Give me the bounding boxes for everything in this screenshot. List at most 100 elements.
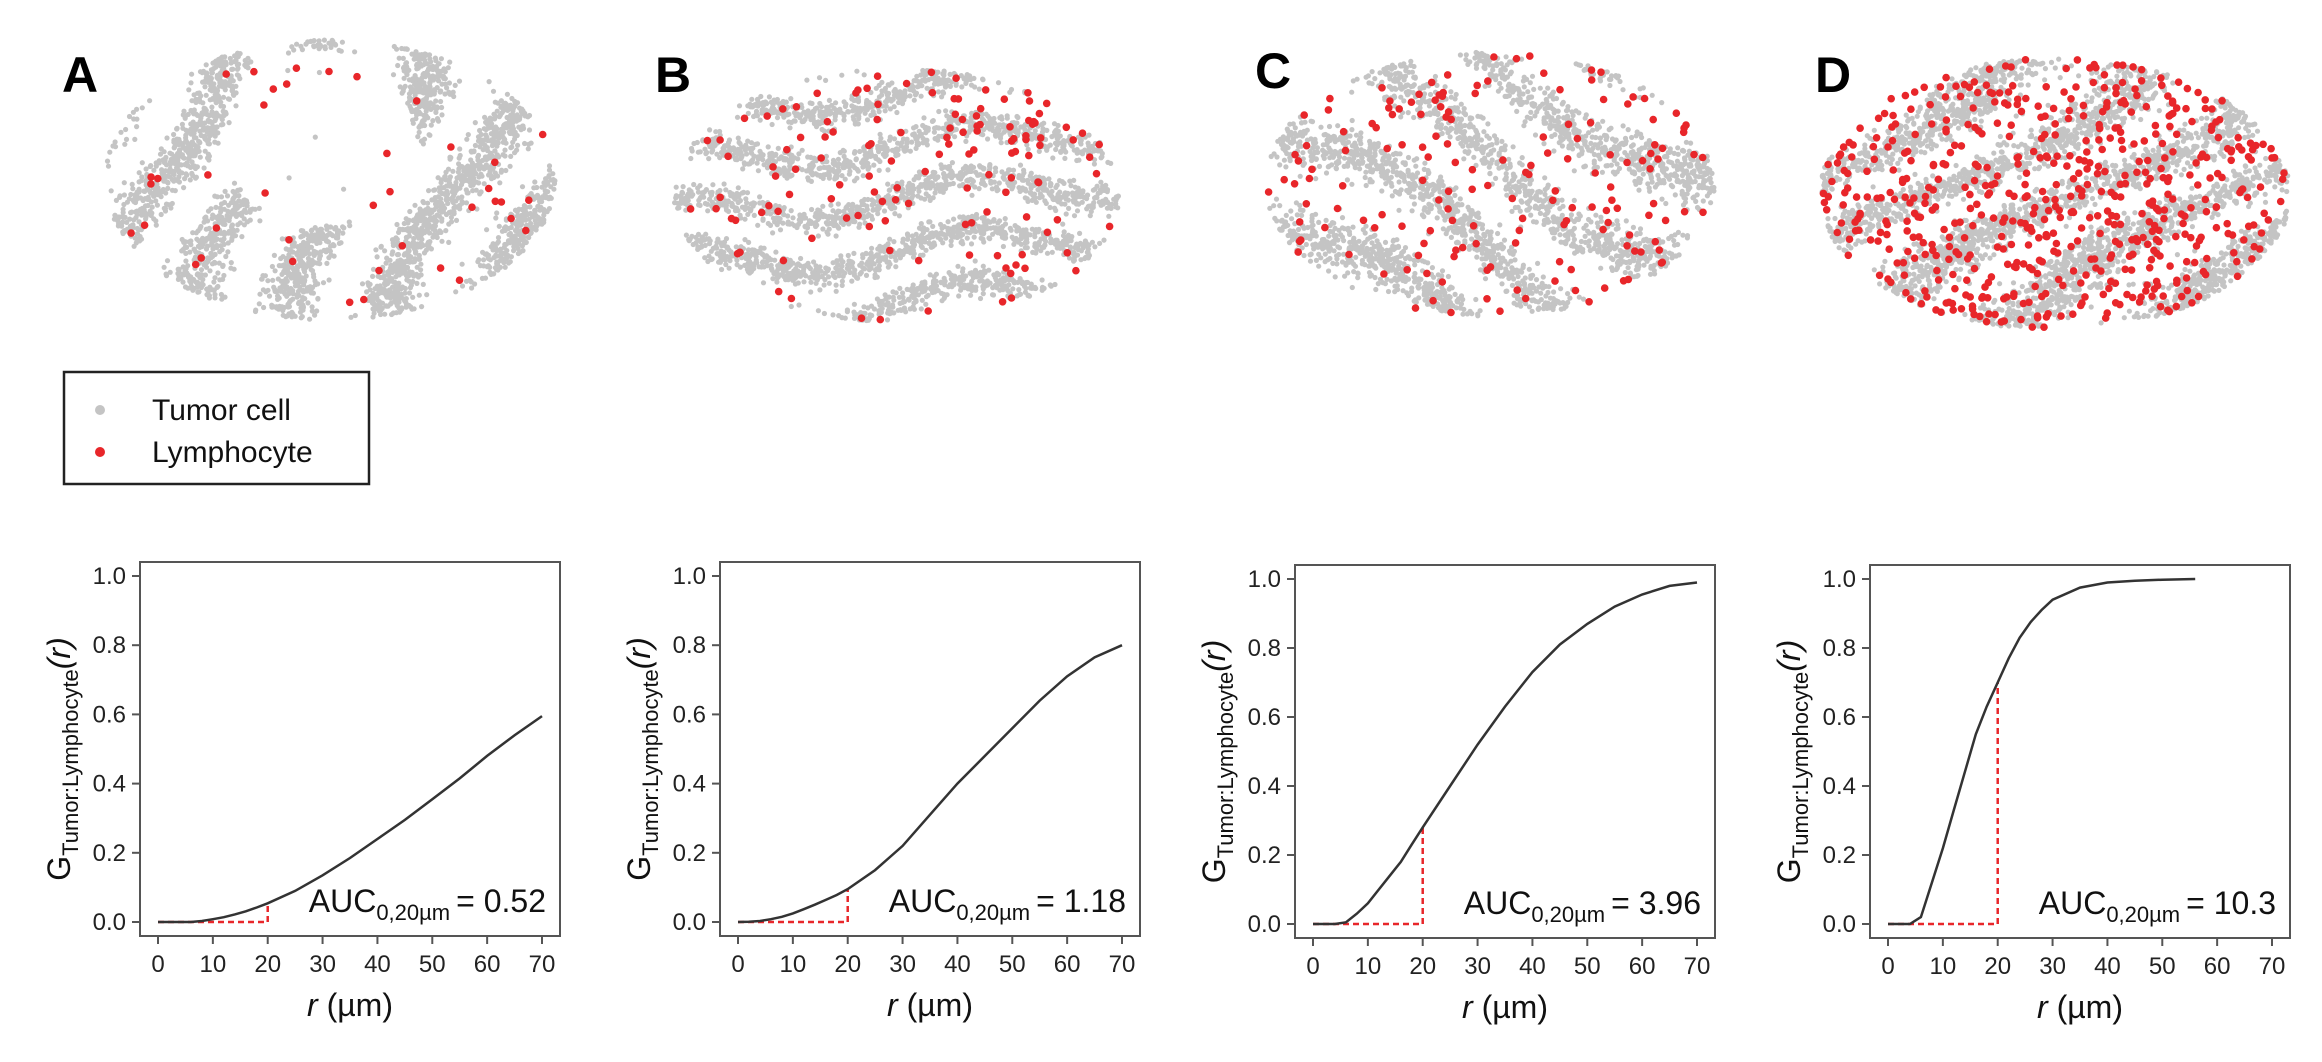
tumor-cell-point (227, 55, 233, 62)
tumor-cell-point (1015, 279, 1021, 285)
tumor-cell-point (431, 105, 437, 111)
tumor-cell-point (438, 98, 444, 105)
tumor-cell-point (798, 255, 804, 262)
tumor-cell-point (751, 212, 757, 218)
tumor-cell-point (1026, 293, 1033, 299)
tumor-cell-point (980, 180, 987, 186)
tumor-cell-point (1106, 213, 1112, 219)
tumor-cell-point (522, 140, 528, 147)
tumor-cell-point (413, 81, 420, 87)
tumor-cell-point (760, 259, 766, 265)
tumor-cell-point (447, 59, 453, 65)
tumor-cell-point (515, 142, 521, 148)
tumor-cell-point (818, 109, 824, 115)
tumor-cell-point (1071, 213, 1078, 219)
tumor-cell-point (446, 89, 452, 95)
tumor-cell-point (196, 138, 202, 144)
tumor-cell-point (241, 197, 247, 204)
tumor-cell-point (1057, 178, 1063, 184)
tumor-cell-point (221, 199, 228, 206)
tumor-cell-point (909, 139, 915, 145)
tumor-cell-point (782, 173, 788, 179)
tumor-cell-point (158, 211, 164, 218)
tumor-cell-point (456, 78, 463, 84)
tumor-cell-point (513, 101, 519, 107)
tumor-cell-point (1060, 221, 1066, 227)
x-tick-label: 60 (474, 951, 501, 978)
tumor-cell-point (153, 198, 159, 204)
tumor-cell-point (453, 289, 459, 295)
tumor-cell-point (405, 226, 411, 232)
tumor-cell-point (414, 280, 420, 286)
tumor-cell-point (1090, 204, 1096, 210)
tumor-cell-point (457, 202, 463, 208)
lymphocyte-point (507, 214, 515, 223)
tumor-cell-point (333, 226, 339, 232)
tumor-cell-point (691, 140, 697, 147)
tumor-cell-point (174, 162, 180, 168)
tumor-cell-point (1039, 284, 1046, 290)
tumor-cell-point (502, 264, 508, 270)
tumor-cell-point (788, 96, 794, 102)
tumor-cell-point (813, 171, 819, 177)
tumor-cell-point (189, 170, 195, 176)
tumor-cell-point (862, 196, 868, 203)
tumor-cell-point (261, 304, 267, 311)
tumor-cell-point (417, 209, 423, 215)
tumor-cell-point (448, 219, 455, 225)
tumor-cell-point (525, 146, 531, 152)
tumor-cell-point (447, 174, 453, 180)
tumor-cell-point (233, 58, 239, 64)
tumor-cell-point (419, 236, 425, 242)
tumor-cell-point (218, 291, 224, 298)
tumor-cell-point (710, 182, 716, 188)
tumor-cell-point (893, 264, 899, 270)
tumor-cell-point (187, 278, 193, 284)
tumor-cell-point (378, 243, 384, 249)
tumor-cell-point (196, 90, 202, 96)
tumor-cell-point (244, 203, 250, 209)
tumor-cell-point (307, 237, 313, 244)
tumor-cell-point (384, 294, 390, 300)
tumor-cell-point (857, 262, 863, 268)
tumor-cell-point (815, 308, 822, 314)
tumor-cell-point (498, 169, 504, 175)
tumor-cell-point (144, 187, 150, 193)
tumor-cell-point (423, 51, 429, 58)
tumor-cell-point (497, 264, 503, 270)
tumor-cell-point (1021, 167, 1027, 173)
tumor-cell-point (442, 174, 448, 180)
tumor-cell-point (266, 293, 273, 299)
tumor-cell-point (465, 132, 471, 138)
tumor-cell-point (221, 272, 227, 279)
tumor-cell-point (444, 188, 450, 194)
tumor-cell-point (502, 147, 508, 153)
tumor-cell-point (207, 118, 213, 125)
tumor-cell-point (702, 146, 708, 152)
lymphocyte-point (436, 264, 445, 272)
tumor-cell-point (1044, 127, 1050, 133)
tumor-cell-point (418, 261, 424, 267)
tumor-cell-point (241, 216, 247, 222)
lymphocyte-point (154, 174, 162, 183)
tumor-cell-point (714, 151, 720, 157)
lymphocyte-point (204, 171, 212, 179)
tumor-cell-point (1055, 122, 1061, 129)
tumor-cell-point (202, 272, 208, 278)
tumor-cell-point (437, 89, 443, 95)
tumor-cell-point (438, 184, 444, 191)
tumor-cell-point (136, 170, 142, 176)
tumor-cell-point (943, 108, 949, 114)
tumor-cell-point (205, 218, 211, 224)
tumor-cell-point (299, 314, 305, 320)
tumor-cell-point (219, 220, 225, 226)
tumor-cell-point (821, 282, 827, 288)
tumor-cell-point (473, 187, 479, 193)
tumor-cell-point (919, 297, 925, 303)
tumor-cell-point (935, 174, 941, 180)
tumor-cell-point (981, 219, 988, 225)
tumor-cell-point (171, 131, 177, 138)
tumor-cell-point (474, 162, 480, 168)
tumor-cell-point (208, 80, 214, 86)
tumor-cell-point (808, 289, 814, 295)
